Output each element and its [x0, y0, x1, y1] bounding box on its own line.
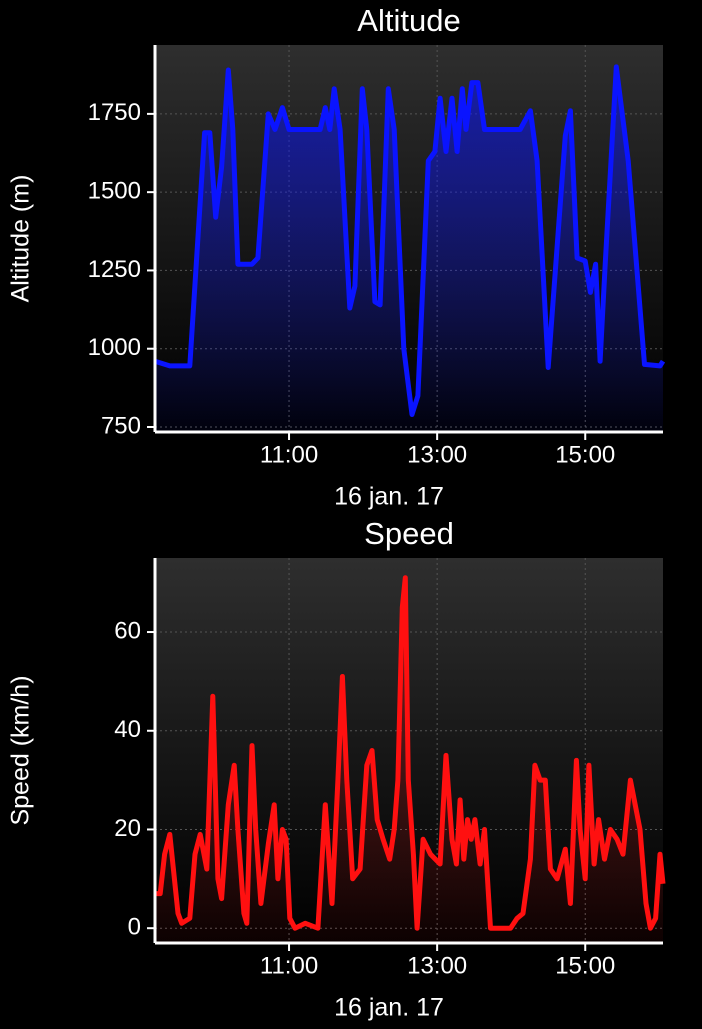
- line: [154, 64, 666, 417]
- y-tick-label: 1500: [88, 178, 141, 205]
- y-axis-label: Altitude (m): [7, 175, 35, 303]
- x-tick-label: 15:00: [555, 441, 615, 468]
- y-tick-label: 40: [114, 716, 141, 743]
- x-axis-label: 16 jan. 17: [334, 483, 444, 511]
- y-axis-label: Speed (km/h): [7, 675, 35, 825]
- x-tick-label: 11:00: [260, 952, 318, 979]
- x-tick-label: 11:00: [260, 441, 318, 468]
- y-tick-label: 20: [114, 815, 141, 842]
- y-tick-label: 60: [114, 617, 141, 644]
- x-tick-label: 13:00: [407, 441, 467, 468]
- line: [155, 575, 666, 931]
- chart-title: Altitude: [357, 3, 460, 38]
- y-tick-label: 1750: [88, 99, 141, 126]
- y-tick-label: 750: [101, 412, 141, 439]
- y-tick-label: 1000: [88, 334, 141, 361]
- x-tick-label: 13:00: [407, 952, 467, 979]
- x-axis-label: 16 jan. 17: [334, 994, 444, 1022]
- chart-title: Speed: [364, 516, 454, 551]
- y-tick-label: 1250: [88, 256, 141, 283]
- y-tick-label: 0: [128, 914, 141, 941]
- x-tick-label: 15:00: [555, 952, 615, 979]
